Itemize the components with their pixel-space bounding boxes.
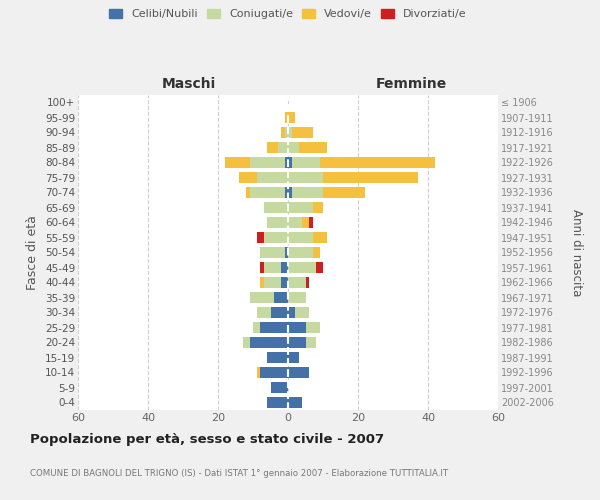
Bar bbox=[281, 262, 288, 273]
Bar bbox=[288, 172, 323, 183]
Bar bbox=[323, 172, 418, 183]
Bar bbox=[257, 172, 288, 183]
Bar bbox=[288, 217, 302, 228]
Bar bbox=[263, 277, 281, 288]
Bar bbox=[305, 337, 316, 348]
Bar bbox=[288, 292, 305, 303]
Bar bbox=[309, 217, 313, 228]
Bar bbox=[288, 307, 295, 318]
Bar bbox=[260, 262, 263, 273]
Bar bbox=[267, 397, 288, 408]
Bar bbox=[260, 322, 288, 333]
Bar bbox=[260, 367, 288, 378]
Bar bbox=[288, 232, 313, 243]
Bar bbox=[313, 247, 320, 258]
Bar bbox=[288, 157, 292, 168]
Bar bbox=[305, 277, 309, 288]
Bar bbox=[288, 367, 309, 378]
Bar bbox=[299, 142, 326, 153]
Bar bbox=[250, 157, 284, 168]
Bar bbox=[253, 322, 260, 333]
Bar bbox=[267, 217, 288, 228]
Bar bbox=[288, 277, 305, 288]
Bar bbox=[260, 247, 284, 258]
Bar bbox=[288, 202, 313, 213]
Bar bbox=[292, 157, 320, 168]
Bar bbox=[257, 367, 260, 378]
Bar bbox=[288, 247, 313, 258]
Bar bbox=[263, 232, 288, 243]
Bar bbox=[257, 307, 271, 318]
Bar bbox=[316, 262, 323, 273]
Bar bbox=[281, 277, 288, 288]
Bar bbox=[271, 307, 288, 318]
Bar bbox=[288, 187, 292, 198]
Bar bbox=[267, 352, 288, 363]
Bar bbox=[284, 157, 288, 168]
Bar bbox=[313, 232, 326, 243]
Bar bbox=[250, 337, 288, 348]
Bar bbox=[263, 202, 288, 213]
Bar bbox=[313, 202, 323, 213]
Bar bbox=[288, 352, 299, 363]
Bar bbox=[250, 187, 284, 198]
Bar bbox=[271, 382, 288, 393]
Bar bbox=[284, 112, 288, 123]
Bar bbox=[263, 262, 281, 273]
Bar bbox=[250, 292, 274, 303]
Bar bbox=[288, 322, 305, 333]
Bar bbox=[292, 187, 323, 198]
Y-axis label: Fasce di età: Fasce di età bbox=[26, 215, 40, 290]
Bar bbox=[277, 142, 288, 153]
Bar bbox=[305, 322, 320, 333]
Text: Popolazione per età, sesso e stato civile - 2007: Popolazione per età, sesso e stato civil… bbox=[30, 432, 384, 446]
Bar bbox=[284, 247, 288, 258]
Text: Femmine: Femmine bbox=[376, 76, 446, 90]
Bar bbox=[284, 187, 288, 198]
Bar bbox=[267, 142, 277, 153]
Bar bbox=[239, 172, 257, 183]
Bar bbox=[242, 337, 250, 348]
Text: COMUNE DI BAGNOLI DEL TRIGNO (IS) - Dati ISTAT 1° gennaio 2007 - Elaborazione TU: COMUNE DI BAGNOLI DEL TRIGNO (IS) - Dati… bbox=[30, 469, 448, 478]
Bar bbox=[288, 127, 292, 138]
Bar bbox=[288, 142, 299, 153]
Bar bbox=[246, 187, 250, 198]
Bar bbox=[288, 262, 316, 273]
Bar bbox=[288, 337, 305, 348]
Bar bbox=[225, 157, 250, 168]
Legend: Celibi/Nubili, Coniugati/e, Vedovi/e, Divorziati/e: Celibi/Nubili, Coniugati/e, Vedovi/e, Di… bbox=[106, 6, 470, 22]
Y-axis label: Anni di nascita: Anni di nascita bbox=[571, 209, 583, 296]
Bar bbox=[302, 217, 309, 228]
Bar bbox=[257, 232, 263, 243]
Bar bbox=[284, 127, 288, 138]
Bar bbox=[295, 307, 309, 318]
Bar bbox=[323, 187, 365, 198]
Bar bbox=[274, 292, 288, 303]
Bar bbox=[292, 127, 313, 138]
Bar bbox=[281, 127, 284, 138]
Bar bbox=[320, 157, 435, 168]
Bar bbox=[288, 112, 295, 123]
Text: Maschi: Maschi bbox=[162, 76, 216, 90]
Bar bbox=[288, 397, 302, 408]
Bar bbox=[260, 277, 263, 288]
